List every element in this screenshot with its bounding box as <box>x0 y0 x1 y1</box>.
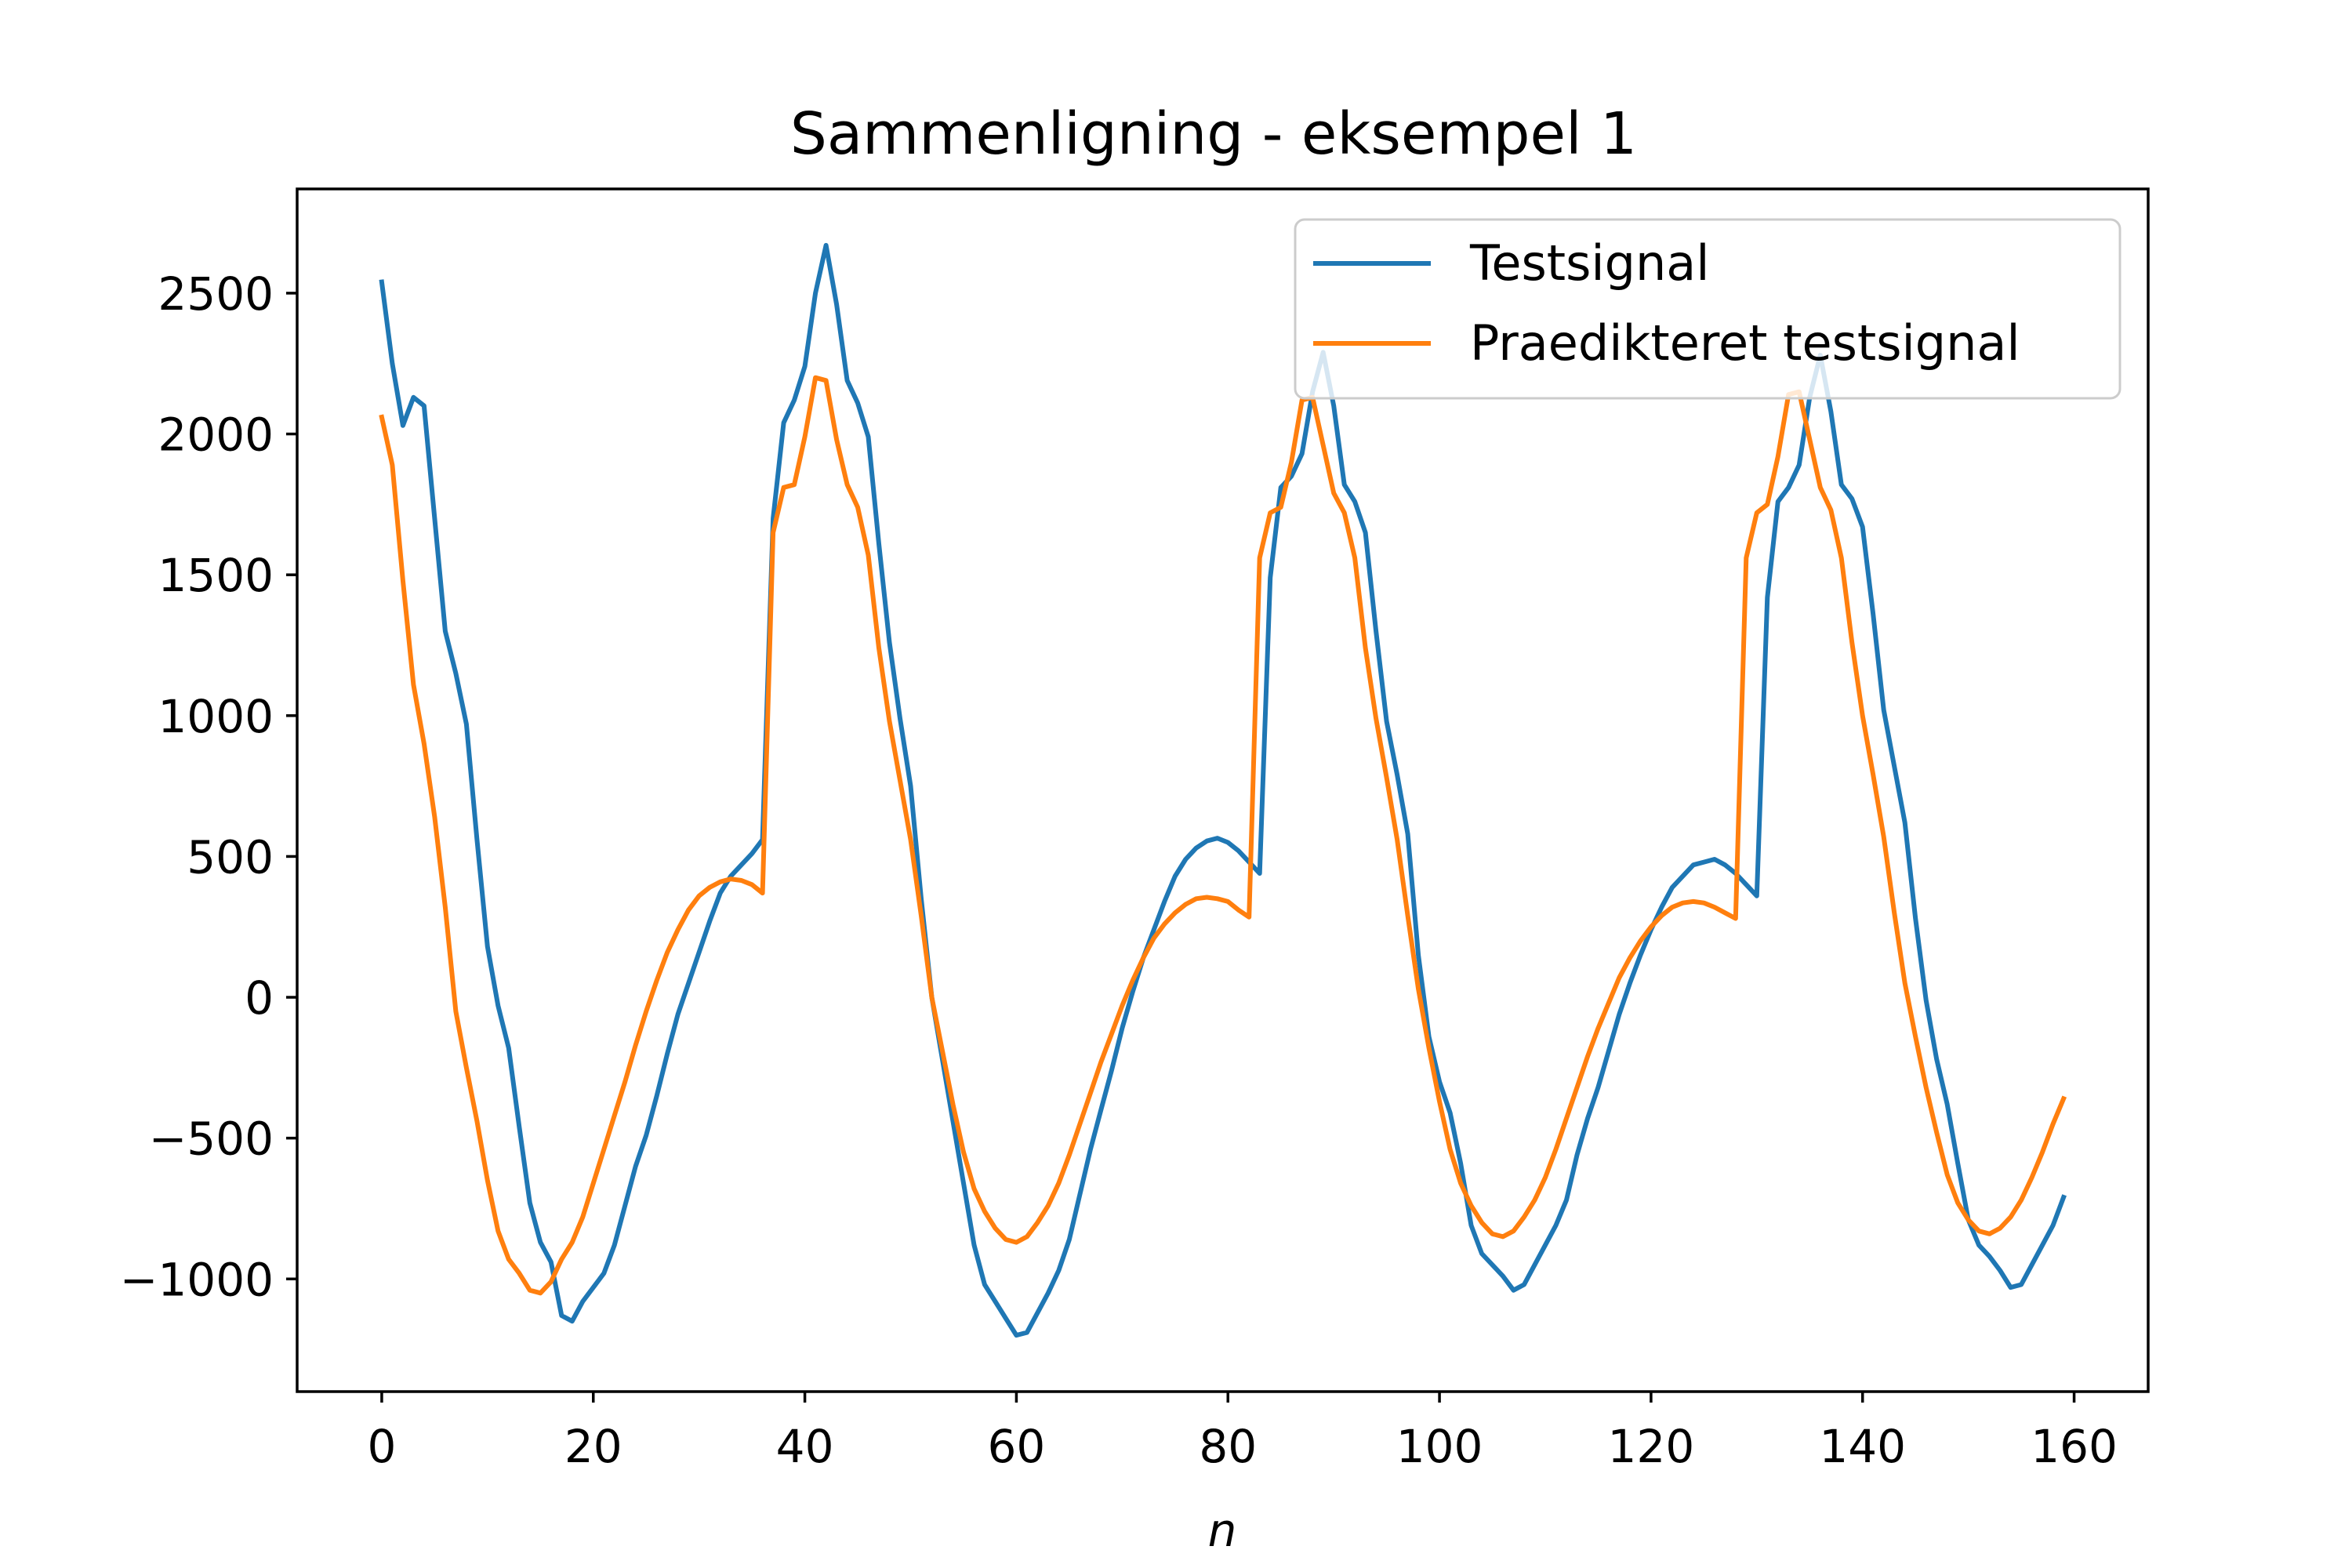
plot-area-frame <box>296 187 2150 1393</box>
y-tick-label-3: 500 <box>187 830 274 884</box>
x-tick-label-8: 160 <box>2031 1420 2118 1473</box>
y-tick-label-6: 2000 <box>158 408 274 462</box>
x-tick-label-1: 20 <box>564 1420 622 1473</box>
y-tick-label-4: 1000 <box>158 690 274 743</box>
legend-box <box>1294 218 2122 400</box>
y-tick-label-1: −500 <box>149 1112 274 1166</box>
series-line-1 <box>379 375 2067 1296</box>
y-tick-label-5: 1500 <box>158 549 274 602</box>
y-tick-label-7: 2500 <box>158 267 274 321</box>
x-tick-label-2: 40 <box>776 1420 834 1473</box>
x-tick-label-7: 140 <box>1819 1420 1906 1473</box>
x-axis-label: n <box>1208 1504 1237 1557</box>
x-tick-label-3: 60 <box>988 1420 1046 1473</box>
chart-title: Sammenligning - eksempel 1 <box>790 100 1637 168</box>
x-tick-label-5: 100 <box>1396 1420 1483 1473</box>
y-axis: −1000 −500 0 500 1000 1500 2000 2500 <box>120 267 297 1306</box>
legend: Testsignal Praedikteret testsignal <box>1294 218 2122 400</box>
legend-label-testsignal: Testsignal <box>1469 234 1710 292</box>
x-tick-label-4: 80 <box>1199 1420 1257 1473</box>
y-tick-label-2: 0 <box>245 971 274 1025</box>
series-line-0 <box>379 242 2067 1338</box>
y-tick-label-0: −1000 <box>120 1253 274 1306</box>
series-layer <box>379 242 2067 1338</box>
x-tick-label-6: 120 <box>1608 1420 1695 1473</box>
x-axis: 0 20 40 60 80 100 120 140 160 <box>367 1392 2118 1473</box>
legend-label-praedikteret-testsignal: Praedikteret testsignal <box>1470 314 2020 372</box>
x-tick-label-0: 0 <box>367 1420 396 1473</box>
